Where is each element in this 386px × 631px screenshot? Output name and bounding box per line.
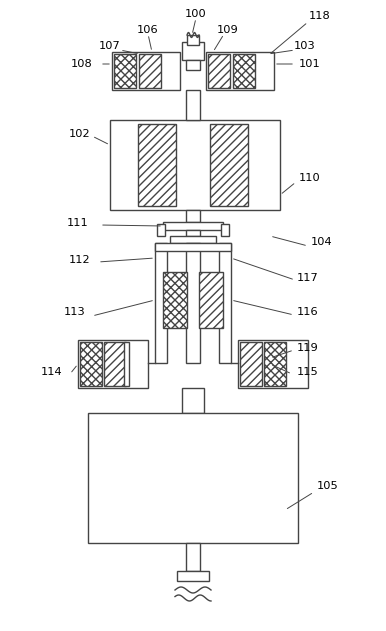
Bar [163, 222, 223, 230]
Bar [208, 54, 230, 88]
Text: 113: 113 [64, 307, 86, 317]
Bar [112, 52, 180, 90]
Bar [199, 272, 223, 328]
Bar [88, 413, 298, 543]
Bar [124, 342, 129, 386]
Bar [80, 342, 102, 386]
Bar [138, 124, 176, 206]
Bar [233, 54, 255, 88]
Text: 114: 114 [41, 367, 63, 377]
Bar [78, 340, 148, 388]
Bar [186, 60, 200, 70]
Text: 105: 105 [317, 481, 339, 491]
Bar [139, 54, 161, 88]
Bar [264, 342, 286, 386]
Text: 101: 101 [299, 59, 321, 69]
Text: 109: 109 [217, 25, 239, 35]
Text: 100: 100 [185, 9, 207, 19]
Bar [221, 224, 229, 236]
Text: 112: 112 [69, 255, 91, 265]
Text: 116: 116 [297, 307, 319, 317]
Bar [187, 35, 199, 45]
Text: 108: 108 [71, 59, 93, 69]
Bar [240, 342, 262, 386]
Bar [186, 90, 200, 120]
Bar [206, 52, 274, 90]
Text: 117: 117 [297, 273, 319, 283]
Bar [219, 243, 231, 363]
Text: 107: 107 [99, 41, 121, 51]
Bar [114, 54, 136, 88]
Text: 102: 102 [69, 129, 91, 139]
Bar [177, 571, 209, 581]
Bar [155, 243, 167, 363]
Bar [163, 272, 187, 328]
Bar [186, 243, 200, 363]
Bar [186, 210, 200, 222]
Bar [182, 42, 204, 60]
Text: 103: 103 [294, 41, 316, 51]
Text: 110: 110 [299, 173, 321, 183]
Bar [186, 543, 200, 571]
Bar [238, 340, 308, 388]
Bar [157, 224, 165, 236]
Bar [182, 388, 204, 413]
Bar [104, 342, 126, 386]
Text: 104: 104 [311, 237, 333, 247]
Bar [170, 236, 216, 243]
Bar [110, 120, 280, 210]
Text: 119: 119 [297, 343, 319, 353]
Text: 106: 106 [137, 25, 159, 35]
Bar [210, 124, 248, 206]
Text: 115: 115 [297, 367, 319, 377]
Bar [186, 230, 200, 236]
Text: 118: 118 [309, 11, 331, 21]
Text: 111: 111 [67, 218, 89, 228]
Bar [155, 243, 231, 251]
